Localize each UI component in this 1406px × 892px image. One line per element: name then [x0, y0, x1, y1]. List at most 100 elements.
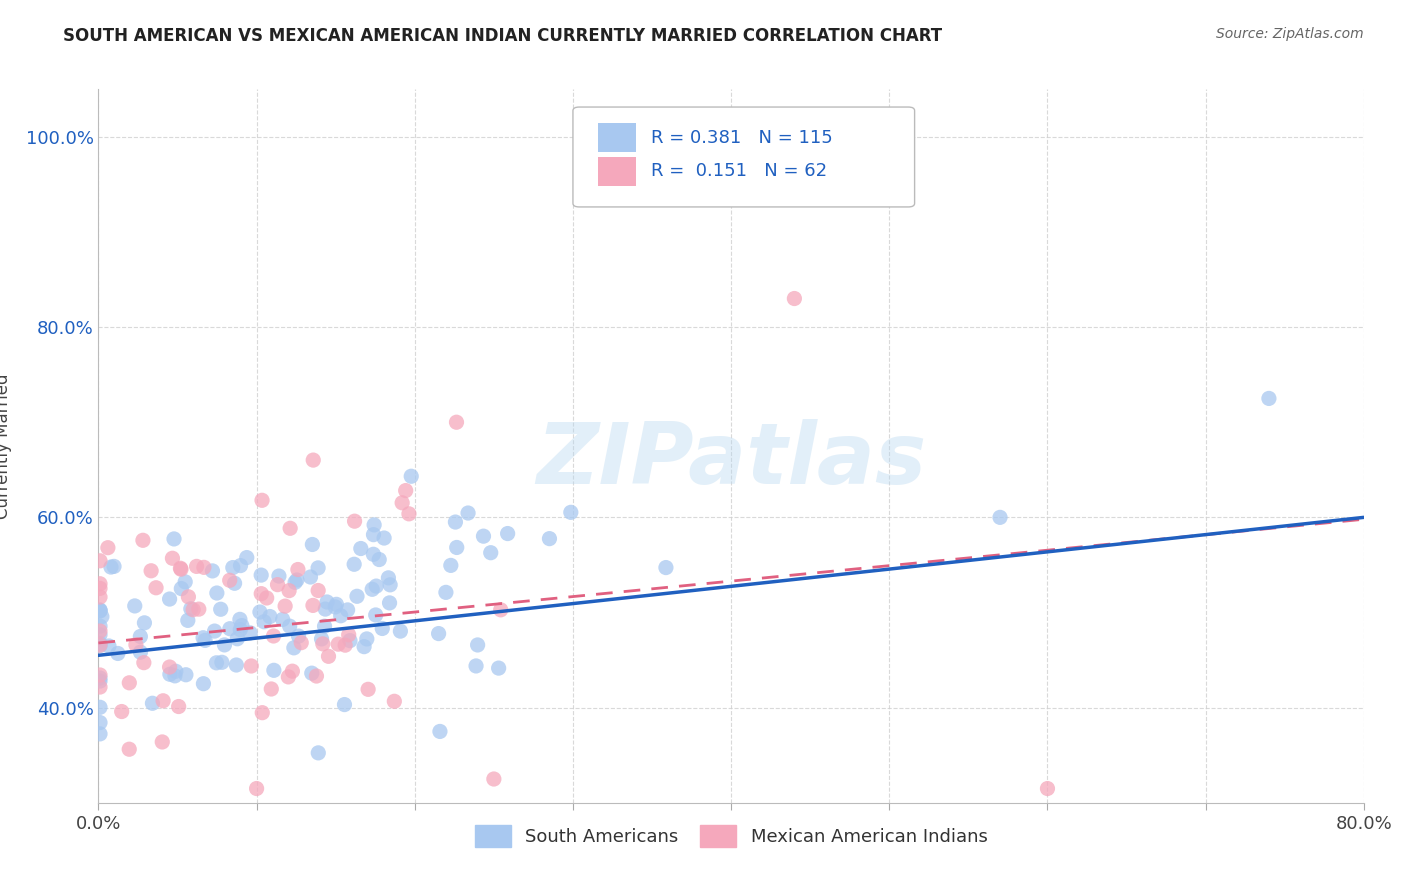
Point	[159, 592, 181, 607]
Point	[187, 602, 209, 616]
Point	[205, 656, 228, 670]
Point	[98, 639, 121, 653]
Point	[457, 506, 479, 520]
Point	[89, 639, 111, 653]
Point	[152, 694, 174, 708]
Point	[346, 589, 368, 603]
Point	[170, 582, 193, 596]
Point	[988, 510, 1011, 524]
Point	[301, 666, 323, 681]
Point	[193, 676, 215, 690]
Point	[371, 622, 394, 636]
Point	[267, 569, 290, 583]
Point	[368, 552, 391, 566]
Point	[103, 559, 125, 574]
Point	[361, 582, 384, 597]
Point	[145, 581, 167, 595]
Point	[134, 615, 156, 630]
Point	[482, 772, 505, 786]
Point	[278, 583, 301, 598]
Point	[89, 636, 111, 650]
Point	[538, 532, 561, 546]
Point	[165, 665, 187, 679]
Point	[377, 571, 399, 585]
Point	[263, 629, 285, 643]
Point	[111, 705, 134, 719]
Point	[339, 633, 361, 648]
Point	[281, 664, 304, 678]
Point	[307, 746, 329, 760]
Point	[325, 598, 347, 612]
Y-axis label: Currently Married: Currently Married	[0, 373, 11, 519]
Point	[191, 631, 214, 645]
Point	[305, 669, 328, 683]
Point	[118, 675, 141, 690]
Point	[302, 599, 325, 613]
Point	[162, 551, 184, 566]
Point	[214, 638, 236, 652]
Point	[219, 622, 242, 636]
Point	[467, 638, 489, 652]
Point	[350, 541, 373, 556]
Point	[271, 612, 294, 626]
Point	[170, 562, 193, 576]
Point	[364, 607, 387, 622]
Point	[250, 568, 273, 582]
Point	[253, 615, 276, 629]
Point	[89, 582, 111, 596]
Text: R = 0.381   N = 115: R = 0.381 N = 115	[651, 128, 834, 146]
Text: ZIPatlas: ZIPatlas	[536, 418, 927, 502]
Point	[391, 496, 413, 510]
Point	[89, 603, 111, 617]
Point	[89, 674, 111, 689]
Point	[323, 599, 346, 614]
Point	[229, 612, 252, 626]
Point	[89, 590, 111, 604]
Point	[240, 659, 263, 673]
Point	[378, 596, 401, 610]
Point	[89, 727, 111, 741]
Point	[89, 576, 111, 591]
Point	[287, 629, 309, 643]
Point	[163, 669, 186, 683]
Point	[209, 602, 232, 616]
Point	[236, 550, 259, 565]
Point	[373, 531, 395, 545]
Point	[479, 546, 502, 560]
FancyBboxPatch shape	[599, 157, 636, 186]
Point	[163, 532, 186, 546]
Point	[783, 292, 806, 306]
Point	[314, 619, 336, 633]
Point	[129, 630, 152, 644]
FancyBboxPatch shape	[599, 123, 636, 152]
Point	[107, 647, 129, 661]
Point	[205, 586, 228, 600]
Point	[328, 637, 350, 651]
Point	[225, 658, 247, 673]
Legend: South Americans, Mexican American Indians: South Americans, Mexican American Indian…	[467, 818, 995, 855]
Point	[89, 668, 111, 682]
Point	[204, 624, 226, 638]
Point	[278, 521, 301, 535]
Point	[89, 680, 111, 694]
Point	[395, 483, 418, 498]
Point	[446, 415, 468, 429]
Point	[496, 526, 519, 541]
Point	[399, 469, 422, 483]
Point	[274, 599, 297, 614]
Point	[231, 618, 253, 632]
Point	[186, 559, 208, 574]
Point	[124, 599, 146, 613]
Point	[307, 561, 329, 575]
Point	[356, 632, 378, 646]
Point	[301, 537, 323, 551]
Point	[283, 640, 305, 655]
Point	[277, 670, 299, 684]
Point	[90, 609, 112, 624]
Point	[312, 637, 335, 651]
Text: Source: ZipAtlas.com: Source: ZipAtlas.com	[1216, 27, 1364, 41]
Point	[181, 603, 204, 617]
Point	[343, 558, 366, 572]
Point	[249, 605, 271, 619]
Point	[472, 529, 495, 543]
